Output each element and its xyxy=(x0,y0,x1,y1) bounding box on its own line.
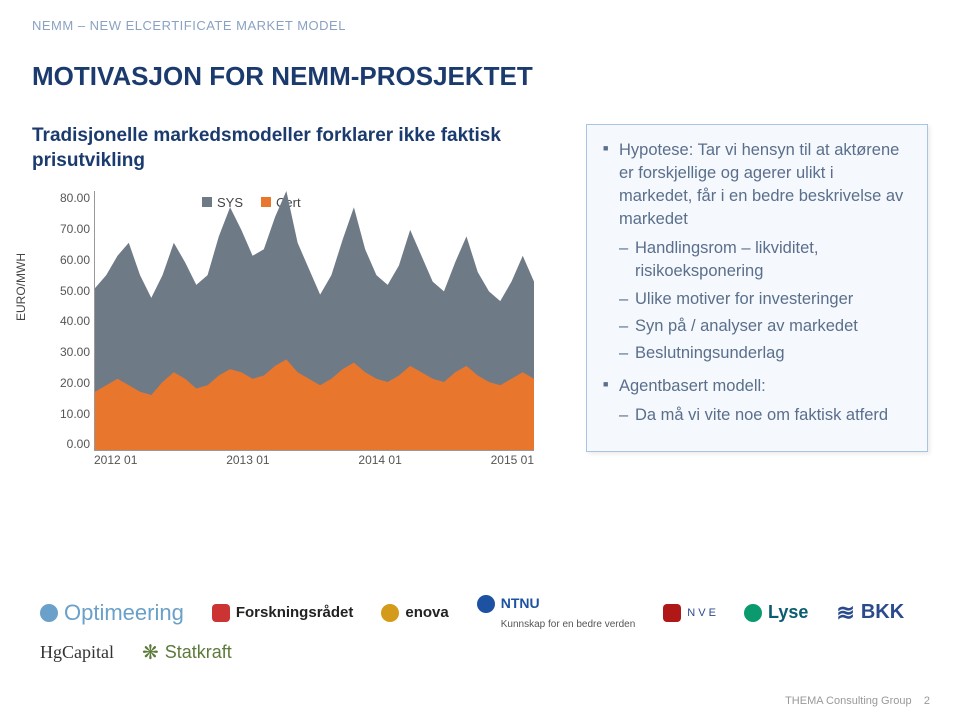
y-tick: 50.00 xyxy=(60,284,90,298)
logo-hgcapital: HgCapital xyxy=(40,642,114,663)
logo-ntnu: NTNU Kunnskap for en bedre verden xyxy=(477,595,636,630)
logos-row: Optimeering Forskningsrådet enova NTNU K… xyxy=(40,595,920,665)
footer-text: THEMA Consulting Group xyxy=(785,695,912,707)
footer: THEMA Consulting Group 2 xyxy=(785,695,930,707)
logo-forskningsradet: Forskningsrådet xyxy=(212,604,354,622)
page-header: NEMM – NEW ELCERTIFICATE MARKET MODEL xyxy=(32,18,928,33)
y-tick: 60.00 xyxy=(60,253,90,267)
y-tick: 30.00 xyxy=(60,345,90,359)
chart-svg xyxy=(95,191,534,450)
y-tick: 0.00 xyxy=(67,437,90,451)
forskning-icon xyxy=(212,604,230,622)
optimeering-icon xyxy=(40,604,58,622)
logo-label: enova xyxy=(405,604,448,621)
y-axis-label: EURO/MWH xyxy=(14,253,28,321)
content-row: Tradisjonelle markedsmodeller forklarer … xyxy=(32,124,928,491)
logo-label: NTNU xyxy=(501,596,540,611)
bullet-text: Hypotese: Tar vi hensyn til at aktørene … xyxy=(619,141,903,228)
x-tick: 2015 01 xyxy=(491,453,534,467)
bullet-item: Hypotese: Tar vi hensyn til at aktørene … xyxy=(603,139,911,365)
x-axis: 2012 01 2013 01 2014 01 2015 01 xyxy=(94,453,534,467)
lyse-icon xyxy=(744,604,762,622)
y-tick: 80.00 xyxy=(60,191,90,205)
y-axis: 80.00 70.00 60.00 50.00 40.00 30.00 20.00 10.00… xyxy=(42,191,90,451)
bullet-subitem: Syn på / analyser av markedet xyxy=(619,315,911,338)
logo-optimeering: Optimeering xyxy=(40,600,184,626)
chart: EURO/MWH 80.0070.0060.0050.0040.0030.002… xyxy=(42,191,542,491)
logo-label: Forskningsrådet xyxy=(236,604,354,621)
logo-nve: N V E xyxy=(663,604,716,622)
y-tick: 10.00 xyxy=(60,407,90,421)
bullet-subitem: Ulike motiver for investeringer xyxy=(619,288,911,311)
logo-lyse: Lyse xyxy=(744,602,808,623)
logo-bkk: ≋ BKK xyxy=(836,600,904,626)
bullet-subitem: Da må vi vite noe om faktisk atferd xyxy=(619,404,911,427)
statkraft-icon: ❋ xyxy=(142,640,159,665)
y-tick: 20.00 xyxy=(60,376,90,390)
x-tick: 2014 01 xyxy=(358,453,401,467)
x-tick: 2013 01 xyxy=(226,453,269,467)
logo-label: Optimeering xyxy=(64,600,184,626)
right-column: Hypotese: Tar vi hensyn til at aktørene … xyxy=(586,124,928,491)
logo-statkraft: ❋ Statkraft xyxy=(142,640,232,665)
chart-plot xyxy=(94,191,534,451)
y-tick: 70.00 xyxy=(60,222,90,236)
y-tick: 40.00 xyxy=(60,314,90,328)
logo-label: HgCapital xyxy=(40,642,114,663)
bullet-item: Agentbasert modell: Da må vi vite noe om … xyxy=(603,375,911,427)
bullet-box: Hypotese: Tar vi hensyn til at aktørene … xyxy=(586,124,928,452)
footer-page: 2 xyxy=(924,695,930,707)
page-title: MOTIVASJON FOR NEMM-PROSJEKTET xyxy=(32,61,928,92)
nve-icon xyxy=(663,604,681,622)
bullet-subitem: Beslutningsunderlag xyxy=(619,342,911,365)
bullet-text: Agentbasert modell: xyxy=(619,377,766,395)
left-column: Tradisjonelle markedsmodeller forklarer … xyxy=(32,124,562,491)
x-tick: 2012 01 xyxy=(94,453,137,467)
enova-icon xyxy=(381,604,399,622)
logo-label: Lyse xyxy=(768,602,808,623)
chart-subtitle: Tradisjonelle markedsmodeller forklarer … xyxy=(32,124,562,173)
bkk-icon: ≋ xyxy=(836,600,854,626)
logo-sublabel: Kunnskap for en bedre verden xyxy=(501,619,636,630)
logo-label: BKK xyxy=(861,601,904,624)
ntnu-icon xyxy=(477,595,495,613)
logo-label: N V E xyxy=(687,607,716,619)
logo-label: Statkraft xyxy=(165,642,232,663)
logo-enova: enova xyxy=(381,604,448,622)
bullet-subitem: Handlingsrom – likviditet, risikoekspone… xyxy=(619,237,911,283)
